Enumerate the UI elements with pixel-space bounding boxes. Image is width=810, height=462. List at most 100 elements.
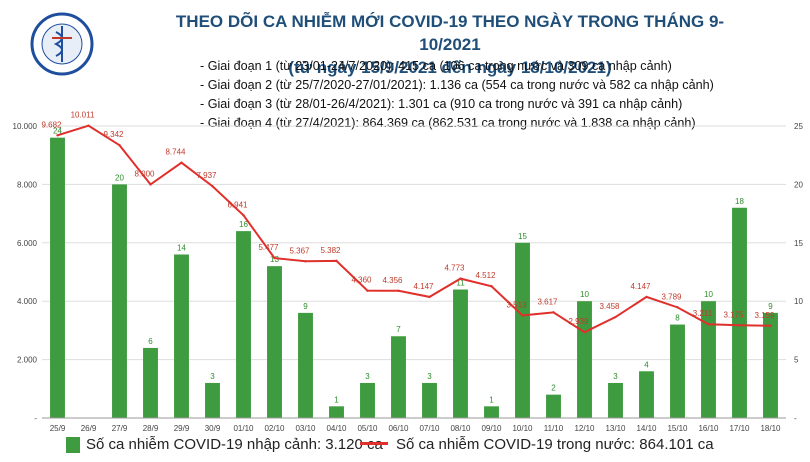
title-line-2: (từ ngày 15/9/2021 đến ngày 18/10/2021): [288, 58, 612, 77]
y-left-tick-label: -: [34, 414, 37, 423]
x-tick-label: 18/10: [760, 424, 781, 433]
x-tick-label: 14/10: [636, 424, 657, 433]
bar: [236, 231, 251, 418]
y-left-tick-label: 10.000: [13, 122, 38, 131]
x-tick-label: 04/10: [326, 424, 347, 433]
line-point: [459, 277, 462, 280]
legend-bar-entry: Số ca nhiễm COVID-19 nhập cảnh: 3.120 ca: [66, 436, 383, 454]
bar-data-label: 6: [148, 337, 153, 346]
line-data-label: 4.360: [351, 276, 372, 285]
x-tick-label: 09/10: [481, 424, 502, 433]
line-point: [366, 289, 369, 292]
bar-data-label: 8: [675, 314, 680, 323]
y-right-tick-label: -: [794, 414, 797, 423]
bar-data-label: 3: [427, 372, 432, 381]
line-data-label: 2.939: [568, 317, 589, 326]
legend-bar-swatch: [66, 437, 80, 454]
bar-data-label: 9: [768, 302, 773, 311]
line-data-label: 3.617: [537, 297, 558, 306]
line-point: [583, 330, 586, 334]
line-point: [769, 324, 772, 327]
line-data-label: 4.356: [382, 276, 403, 285]
bar: [515, 242, 530, 418]
line-data-label: 4.773: [444, 264, 465, 273]
y-left-tick-label: 6.000: [17, 239, 38, 248]
line-point: [428, 295, 431, 299]
line-data-label: 3.458: [599, 302, 620, 311]
bar: [546, 394, 561, 418]
line-point: [645, 295, 648, 299]
line-data-label: 5.477: [258, 243, 279, 252]
bar: [608, 382, 623, 418]
line-point: [242, 214, 245, 217]
bar-data-label: 9: [303, 302, 308, 311]
bar-data-label: 3: [365, 372, 370, 381]
line-point: [335, 259, 338, 263]
bar: [360, 382, 375, 418]
bar-data-label: 3: [210, 372, 215, 381]
bar: [639, 371, 654, 418]
line-data-label: 3.211: [693, 309, 713, 318]
bar: [391, 336, 406, 418]
bar: [298, 312, 313, 418]
line-data-label: 6.941: [227, 200, 248, 209]
y-left-tick-label: 8.000: [17, 180, 38, 189]
line-point: [552, 311, 555, 314]
y-left-tick-label: 4.000: [17, 297, 38, 306]
line-data-label: 9.342: [103, 130, 124, 139]
bar-data-label: 24: [53, 127, 62, 136]
line-point: [180, 161, 183, 164]
x-tick-label: 16/10: [698, 424, 719, 433]
bar-data-label: 3: [613, 372, 618, 381]
x-tick-label: 26/9: [81, 424, 97, 433]
x-tick-label: 15/10: [667, 424, 688, 433]
bar-data-label: 15: [518, 232, 527, 241]
x-tick-label: 28/9: [143, 424, 159, 433]
x-tick-label: 12/10: [574, 424, 595, 433]
legend-line-swatch: [360, 442, 388, 446]
bar: [670, 324, 685, 418]
bar-data-label: 2: [551, 384, 556, 393]
bar: [267, 266, 282, 418]
bar: [112, 184, 127, 418]
line-point: [87, 124, 90, 127]
line-data-label: 9.682: [41, 120, 62, 129]
x-tick-label: 11/10: [544, 424, 564, 433]
line-point: [273, 256, 276, 260]
phase-note: - Giai đoạn 3 (từ 28/01-26/4/2021): 1.30…: [200, 97, 683, 111]
line-point: [676, 306, 679, 309]
line-data-label: 5.367: [289, 246, 310, 255]
bar-data-label: 14: [177, 243, 186, 252]
line-data-label: 8.000: [134, 169, 155, 178]
phase-note: - Giai đoạn 2 (từ 25/7/2020-27/01/2021):…: [200, 78, 714, 92]
line-series: [57, 124, 771, 334]
bar-data-label: 7: [396, 325, 401, 334]
title-line-1: THEO DÕI CA NHIỄM MỚI COVID-19 THEO NGÀY…: [175, 12, 725, 54]
line-data-label: 5.382: [320, 246, 341, 255]
line-point: [707, 323, 710, 326]
bar: [763, 312, 778, 418]
bar: [422, 382, 437, 418]
line-data-label: 8.744: [165, 148, 186, 157]
x-tick-label: 30/9: [205, 424, 221, 433]
line-point: [304, 260, 307, 263]
legend-line-entry: Số ca nhiễm COVID-19 trong nước: 864.101…: [360, 436, 714, 453]
bar: [50, 137, 65, 418]
x-tick-label: 10/10: [512, 424, 533, 433]
legend-bar-label: Số ca nhiễm COVID-19 nhập cảnh: 3.120 ca: [86, 436, 383, 453]
bar: [701, 301, 716, 418]
line-data-label: 3.789: [661, 292, 682, 301]
bar-data-label: 16: [239, 220, 248, 229]
x-tick-label: 02/10: [264, 424, 285, 433]
bar: [484, 406, 499, 418]
x-tick-label: 06/10: [388, 424, 409, 433]
line-data-label: 3.513: [506, 300, 527, 309]
phase-note: - Giai đoạn 1 (từ 23/01-24/7/2020): 415 …: [200, 59, 672, 73]
line-point: [56, 134, 59, 137]
line-point: [149, 183, 152, 186]
bar-data-label: 13: [270, 255, 279, 264]
legend-line-label: Số ca nhiễm COVID-19 trong nước: 864.101…: [396, 436, 714, 453]
bar-data-label: 1: [334, 395, 339, 404]
x-tick-label: 07/10: [419, 424, 440, 433]
